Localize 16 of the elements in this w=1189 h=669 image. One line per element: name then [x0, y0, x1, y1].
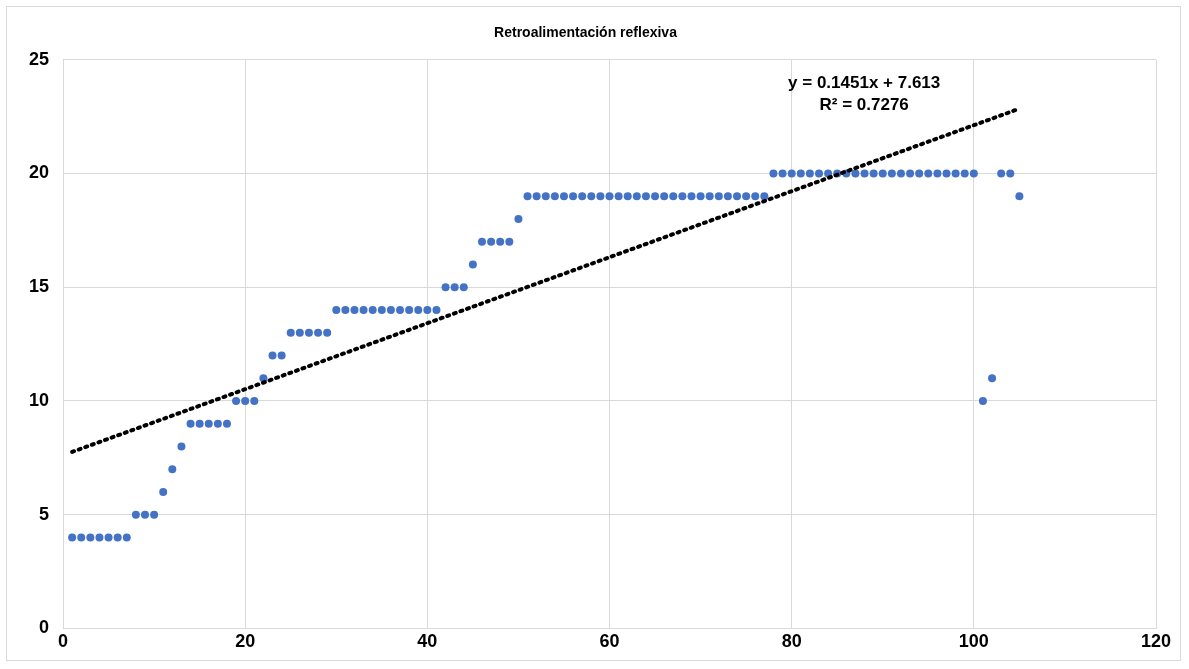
x-tick-label: 80: [781, 631, 802, 652]
y-tick-label: 25: [28, 48, 50, 69]
y-tick-label: 15: [28, 276, 50, 297]
annotation: y = 0.1451x + 7.613: [788, 73, 941, 93]
y-tick-label: 10: [28, 389, 50, 410]
x-tick-label: 20: [235, 631, 256, 652]
x-tick-label: 0: [58, 631, 69, 652]
x-tick-label: 120: [1140, 631, 1172, 652]
x-tick-label: 40: [417, 631, 438, 652]
y-tick-label: 0: [39, 617, 50, 638]
x-tick-label: 60: [599, 631, 620, 652]
annotation: R² = 0.7276: [819, 95, 909, 115]
chart-title: Retroalimentación reflexiva: [494, 24, 678, 41]
x-tick-label: 100: [958, 631, 989, 652]
y-tick-label: 5: [39, 503, 50, 524]
y-tick-label: 20: [28, 162, 50, 183]
